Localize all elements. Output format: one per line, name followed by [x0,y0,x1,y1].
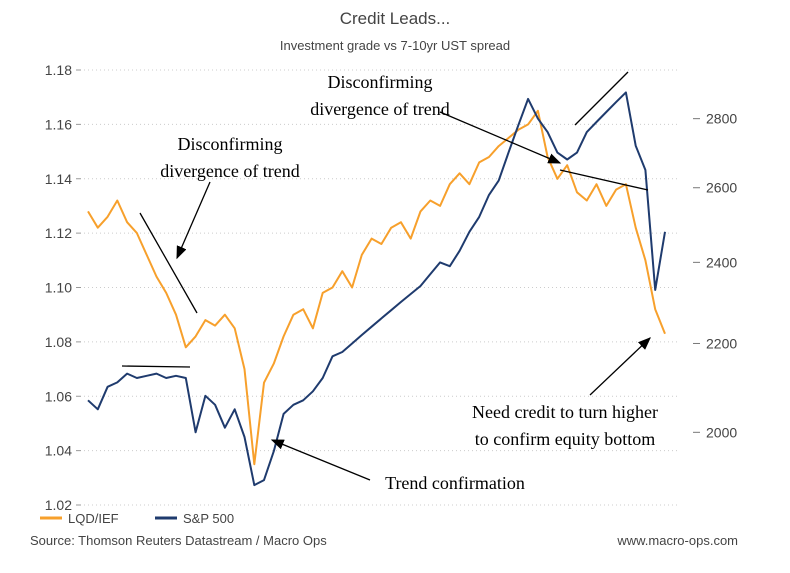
arrows [176,111,651,481]
y-tick-label: 1.06 [45,388,72,404]
y-tick-label: 1.18 [45,62,72,78]
annotation: Need credit to turn higher [472,402,658,422]
trend-line [121,365,191,368]
y2-tick-label: 2800 [706,111,737,127]
arrow [589,337,651,396]
series-line [87,109,666,466]
y-tick-label: 1.04 [45,443,72,459]
annotation: Disconfirming [178,134,283,154]
y-tick-label: 1.02 [45,497,72,513]
y-tick-label: 1.14 [45,171,72,187]
y-tick-label: 1.08 [45,334,72,350]
y-tick-label: 1.16 [45,116,72,132]
annotation: Trend confirmation [385,473,525,493]
y2-tick-label: 2200 [706,335,737,351]
arrow [176,181,211,260]
annotation: divergence of trend [160,161,300,181]
y2-tick-label: 2400 [706,254,737,270]
arrow [270,439,371,481]
trend-line [559,169,649,191]
y-tick-label: 1.12 [45,225,72,241]
trend-line [139,212,198,314]
annotation: Disconfirming [328,72,433,92]
chart-title: Credit Leads... [340,9,451,28]
y2-tick-label: 2600 [706,180,737,196]
trend-lines [121,71,649,368]
annotation: divergence of trend [310,99,450,119]
legend-label: S&P 500 [183,511,234,526]
source: Source: Thomson Reuters Datastream / Mac… [30,533,327,548]
y-tick-label: 1.10 [45,280,72,296]
legend-label: LQD/IEF [68,511,119,526]
trend-line [574,71,629,126]
arrow [439,111,562,164]
chart-subtitle: Investment grade vs 7-10yr UST spread [280,38,510,53]
website: www.macro-ops.com [616,533,738,548]
y2-tick-label: 2000 [706,424,737,440]
annotation: to confirm equity bottom [475,429,655,449]
series-line [87,91,666,487]
